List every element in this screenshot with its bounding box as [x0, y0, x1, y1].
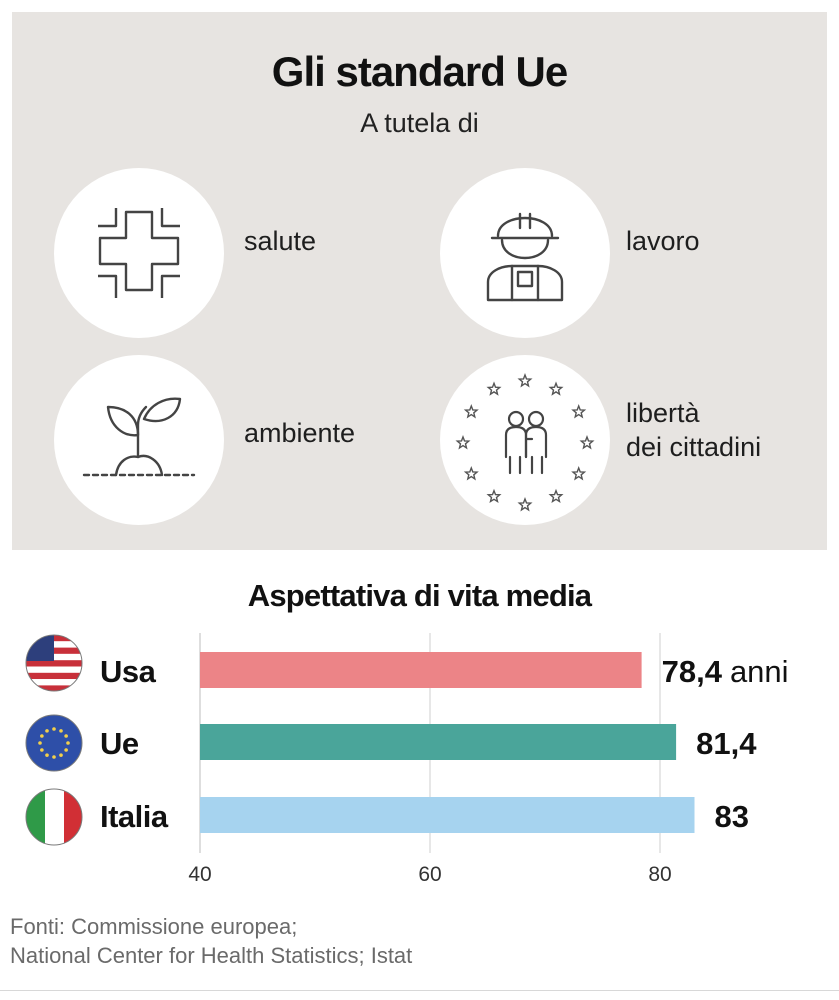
protection-label-line: libertà: [626, 398, 700, 428]
plant-sprout-icon: [82, 397, 196, 477]
environment-icon-circle: [54, 355, 224, 525]
eu-star-icon: [455, 435, 471, 450]
protection-label-line: dei cittadini: [626, 432, 762, 462]
bottom-divider: [0, 990, 839, 991]
bar-italia: [200, 797, 695, 833]
eu-star-icon: [517, 373, 533, 388]
eu-star-icon: [548, 488, 564, 504]
flag-field: [26, 715, 82, 771]
eu-star-icon: [486, 488, 502, 504]
x-tick-label: 40: [188, 863, 211, 886]
value-label: 81,4: [696, 726, 757, 761]
eu-star-icon: [579, 435, 595, 450]
eu-star-icon: [571, 404, 587, 419]
flag-stripe: [26, 660, 82, 667]
eu-star-icon: [571, 466, 587, 481]
eu-star-icon: [463, 466, 479, 481]
protection-label-line: salute: [244, 226, 317, 256]
eu-standards-panel: Gli standard Ue A tutela di salute: [12, 12, 827, 550]
eu-star-icon: [548, 381, 564, 396]
flag-star: [40, 734, 44, 738]
life-expectancy-chart: Usa 78,4 anni Ue 81,4 Italia 83 40 60 80: [25, 633, 789, 886]
italy-flag-icon: [26, 789, 82, 845]
sources-line: National Center for Health Statistics; I…: [10, 943, 413, 968]
flag-stripe: [26, 672, 82, 680]
x-tick-label: 80: [648, 863, 671, 886]
eu-star-icon: [486, 381, 502, 396]
eu-stars-people-icon: [455, 373, 595, 512]
flag-outline: [25, 788, 83, 846]
bar-ue: [200, 724, 677, 760]
protection-label-line: ambiente: [244, 418, 356, 448]
protection-label-ambiente: ambiente: [244, 416, 434, 450]
protection-label-salute: salute: [244, 224, 434, 258]
eu-flag-icon: [26, 715, 82, 771]
health-icon-circle: [54, 168, 224, 338]
flag-stripe: [26, 685, 82, 691]
flag-star: [52, 727, 56, 731]
flag-star: [64, 734, 68, 738]
bar-usa: [200, 652, 642, 688]
flag-star: [52, 755, 56, 759]
flag-outline: [25, 634, 83, 692]
flag-star: [59, 753, 63, 757]
flag-stripe: [26, 635, 82, 642]
sources-line: Fonti: Commissione europea;: [10, 914, 298, 939]
flag-star: [38, 741, 42, 745]
category-label: Italia: [100, 799, 169, 834]
protection-label-line: lavoro: [626, 226, 700, 256]
category-label: Usa: [100, 654, 157, 689]
flag-star: [45, 729, 49, 733]
flag-star: [66, 741, 70, 745]
flag-stripe: [26, 666, 82, 673]
worker-helmet-icon: [486, 212, 564, 302]
health-cross-icon: [98, 208, 180, 298]
freedom-icon-circle: [440, 355, 610, 525]
flag-band-white: [45, 789, 64, 845]
flag-star: [40, 748, 44, 752]
unit-label: anni: [730, 654, 789, 689]
flag-star: [45, 753, 49, 757]
flag-star: [59, 729, 63, 733]
x-tick-label: 60: [418, 863, 441, 886]
value-label: 78,4 anni: [662, 654, 789, 689]
protection-label-lavoro: lavoro: [626, 224, 816, 258]
flag-star: [64, 748, 68, 752]
value-label: 83: [715, 799, 749, 834]
flag-band-green: [26, 789, 45, 845]
eu-star-icon: [463, 404, 479, 419]
eu-star-icon: [517, 497, 533, 512]
panel-subtitle: A tutela di: [360, 108, 479, 138]
usa-flag-icon: [26, 635, 82, 691]
protection-label-liberta: libertà dei cittadini: [626, 396, 816, 464]
sources-note: Fonti: Commissione europea; National Cen…: [10, 912, 810, 970]
chart-title: Aspettativa di vita media: [247, 578, 592, 613]
category-label: Ue: [100, 726, 139, 761]
flag-band-red: [64, 789, 82, 845]
flag-stripe: [26, 679, 82, 686]
work-icon-circle: [440, 168, 610, 338]
panel-title: Gli standard Ue: [271, 48, 568, 95]
flag-outline: [25, 714, 83, 772]
